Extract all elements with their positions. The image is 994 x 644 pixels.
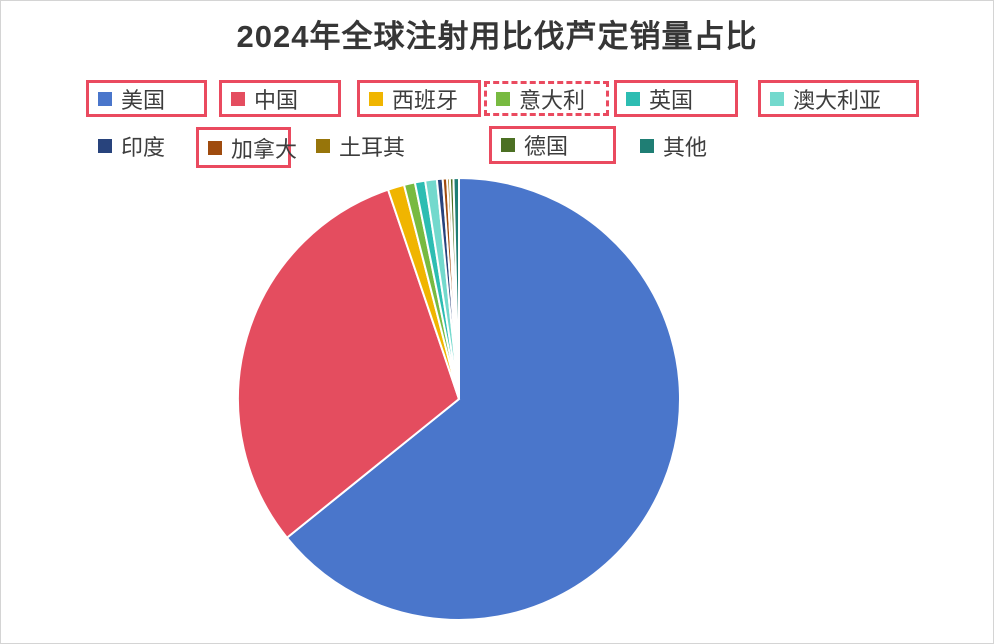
legend-item-others[interactable]: 其他 bbox=[628, 126, 728, 166]
legend-label-china: 中国 bbox=[254, 87, 299, 113]
legend-item-india[interactable]: 印度 bbox=[86, 126, 194, 166]
legend-item-italy[interactable]: 意大利 bbox=[484, 81, 609, 116]
legend-swatch-china bbox=[231, 91, 245, 106]
legend-label-australia: 澳大利亚 bbox=[793, 87, 882, 113]
legend-item-australia[interactable]: 澳大利亚 bbox=[758, 80, 919, 117]
legend-item-spain[interactable]: 西班牙 bbox=[357, 80, 481, 117]
legend-swatch-canada bbox=[208, 140, 222, 155]
legend-swatch-germany bbox=[501, 138, 515, 152]
legend-item-china[interactable]: 中国 bbox=[219, 80, 341, 117]
pie-slice-usa bbox=[285, 176, 681, 621]
pie-slice-others bbox=[452, 176, 460, 400]
legend-item-uk[interactable]: 英国 bbox=[614, 80, 738, 117]
legend-swatch-italy bbox=[496, 91, 510, 106]
chart-title: 2024年全球注射用比伐芦定销量占比 bbox=[236, 19, 758, 54]
legend-swatch-turkey bbox=[316, 139, 330, 153]
legend-label-usa: 美国 bbox=[121, 87, 166, 113]
legend-label-spain: 西班牙 bbox=[392, 87, 459, 113]
legend-label-others: 其他 bbox=[663, 135, 708, 160]
legend-label-uk: 英国 bbox=[649, 87, 694, 113]
legend-swatch-india bbox=[98, 139, 112, 153]
legend-label-canada: 加拿大 bbox=[231, 136, 298, 162]
legend-item-canada[interactable]: 加拿大 bbox=[196, 127, 297, 168]
legend-item-turkey[interactable]: 土耳其 bbox=[304, 126, 416, 166]
legend-label-india: 印度 bbox=[121, 135, 166, 160]
legend-label-italy: 意大利 bbox=[519, 87, 586, 113]
legend-swatch-others bbox=[640, 139, 654, 153]
pie-slice-china bbox=[237, 188, 461, 540]
legend-item-usa[interactable]: 美国 bbox=[86, 80, 207, 117]
legend-label-germany: 德国 bbox=[524, 134, 569, 159]
legend-swatch-usa bbox=[98, 91, 112, 106]
legend-swatch-australia bbox=[770, 91, 784, 106]
legend-item-germany[interactable]: 德国 bbox=[489, 126, 616, 164]
legend-swatch-spain bbox=[369, 91, 383, 106]
legend-swatch-uk bbox=[626, 91, 640, 106]
legend-label-turkey: 土耳其 bbox=[339, 135, 406, 160]
